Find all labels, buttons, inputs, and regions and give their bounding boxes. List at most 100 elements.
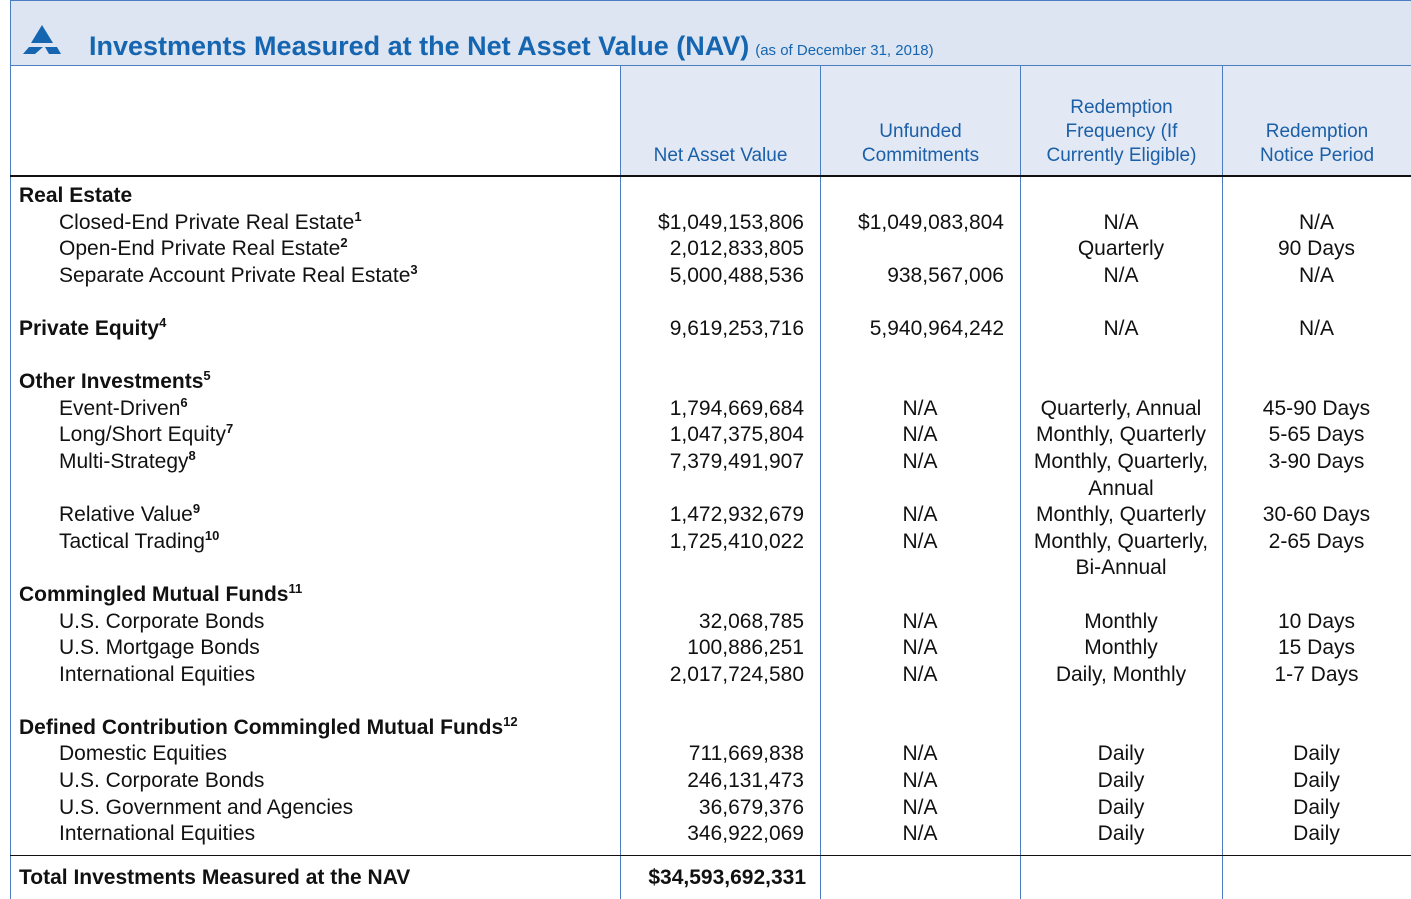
- cell: N/A: [1103, 210, 1139, 234]
- cell: Daily: [1097, 769, 1145, 793]
- footnote-ref: 3: [410, 261, 418, 277]
- sub-row: Open-End Private Real Estate2 2,012,833,8…: [10, 236, 1411, 263]
- sub-label: U.S. Mortgage Bonds: [10, 635, 620, 662]
- sub-label: Long/Short Equity7: [10, 422, 620, 449]
- section: Commingled Mutual Funds11 U.S. Corporate …: [10, 582, 1411, 688]
- label-text: Commingled Mutual Funds: [19, 582, 289, 606]
- cell: Daily: [1293, 822, 1340, 846]
- cell: [820, 582, 1020, 609]
- sub-label: Open-End Private Real Estate2: [10, 236, 620, 263]
- cell: N/A: [1103, 263, 1139, 287]
- sub-row: Tactical Trading10 1,725,410,022 N/A Monthl…: [10, 529, 1411, 582]
- cell: 1,472,932,679: [669, 503, 804, 527]
- sub-row: Separate Account Private Real Estate3 5,0…: [10, 263, 1411, 290]
- footnote-ref: 11: [288, 580, 303, 596]
- logo: [23, 25, 61, 54]
- cell: Monthly, Quarterly: [1036, 423, 1206, 447]
- sub-label: U.S. Government and Agencies: [10, 795, 620, 822]
- column-divider: [820, 66, 821, 899]
- head-row: Defined Contribution Commingled Mutual F…: [10, 715, 1411, 742]
- cell: [820, 715, 1020, 742]
- sub-label: Closed-End Private Real Estate1: [10, 210, 620, 237]
- section: Real Estate Closed-End Private Real Estat…: [10, 183, 1411, 289]
- cell: Monthly: [1084, 636, 1158, 660]
- cell: [1020, 582, 1222, 609]
- cell: [820, 183, 1020, 210]
- sub-row: U.S. Government and Agencies 36,679,376 N/…: [10, 795, 1411, 822]
- cell: N/A: [902, 396, 938, 420]
- cell: 5,000,488,536: [669, 263, 804, 287]
- header-rule: [10, 175, 1411, 177]
- cell: 10 Days: [1277, 609, 1356, 633]
- cell: 9,619,253,716: [669, 316, 804, 340]
- cell: [620, 369, 820, 396]
- column-header: Unfunded Commitments: [821, 66, 1020, 176]
- cell: N/A: [902, 609, 938, 633]
- label-text: Relative Value: [59, 503, 193, 527]
- sub-label: Domestic Equities: [10, 741, 620, 768]
- cell: [1020, 715, 1222, 742]
- footnote-ref: 1: [354, 208, 362, 224]
- cell: 32,068,785: [698, 609, 804, 633]
- cell: N/A: [1103, 316, 1139, 340]
- cell: Daily: [1097, 795, 1145, 819]
- cell: Daily: [1097, 822, 1145, 846]
- cell: N/A: [1298, 210, 1334, 234]
- sub-row: Closed-End Private Real Estate1 $1,049,15…: [10, 210, 1411, 237]
- column-divider: [620, 66, 621, 899]
- footnote-ref: 4: [159, 314, 167, 330]
- label-text: Tactical Trading: [59, 529, 205, 553]
- sub-row: Relative Value9 1,472,932,679 N/A Monthly, …: [10, 502, 1411, 529]
- cell: [1020, 369, 1222, 396]
- cell: 2-65 Days: [1268, 529, 1365, 553]
- sub-row: U.S. Corporate Bonds 246,131,473 N/A Daily D…: [10, 768, 1411, 795]
- sub-row: International Equities 2,017,724,580 N/A Da…: [10, 662, 1411, 689]
- cell: 1,794,669,684: [669, 396, 804, 420]
- label-text: International Equities: [59, 822, 256, 846]
- head-label: Other Investments5: [10, 369, 620, 396]
- sub-row: U.S. Corporate Bonds 32,068,785 N/A Monthly…: [10, 609, 1411, 636]
- cell: N/A: [902, 795, 938, 819]
- sub-label: Relative Value9: [10, 502, 620, 529]
- section: Private Equity4 9,619,253,716 5,940,964,24…: [10, 316, 1411, 343]
- column-header: Net Asset Value: [621, 66, 820, 176]
- footnote-ref: 7: [225, 421, 234, 437]
- sub-label: Multi-Strategy8: [10, 449, 620, 502]
- cell: [1222, 369, 1411, 396]
- cell: 1-7 Days: [1274, 662, 1359, 686]
- cell: N/A: [902, 822, 938, 846]
- head-row: Other Investments5: [10, 369, 1411, 396]
- label-text: International Equities: [59, 662, 256, 686]
- cell: N/A: [1298, 263, 1334, 287]
- cell: 938,567,006: [887, 263, 1004, 287]
- sub-label: International Equities: [10, 662, 620, 689]
- cell: Daily: [1097, 742, 1145, 766]
- cell: 5-65 Days: [1268, 423, 1365, 447]
- label-text: Separate Account Private Real Estate: [59, 263, 411, 287]
- sub-row: Domestic Equities 711,669,838 N/A Daily Dail…: [10, 741, 1411, 768]
- label-text: Private Equity: [19, 316, 160, 340]
- cell: N/A: [902, 449, 938, 473]
- cell: 5,940,964,242: [869, 316, 1004, 340]
- footnote-ref: 8: [188, 447, 196, 463]
- cell: 100,886,251: [687, 636, 804, 660]
- cell: Monthly: [1084, 609, 1158, 633]
- cell: 2,017,724,580: [669, 662, 804, 686]
- column-header: Redemption Frequency (If Currently Eligi…: [1021, 66, 1222, 176]
- label-text: Other Investments: [19, 370, 204, 394]
- sub-label: U.S. Corporate Bonds: [10, 768, 620, 795]
- total-label: Total Investments Measured at the NAV: [19, 865, 411, 889]
- cell: [1222, 715, 1411, 742]
- label-text: Closed-End Private Real Estate: [59, 210, 355, 234]
- column-header: Redemption Notice Period: [1223, 66, 1411, 176]
- cell: [1222, 582, 1411, 609]
- subtitle: (as of December 31, 2018): [755, 42, 934, 59]
- cell: 7,379,491,907: [669, 449, 804, 473]
- cell: Monthly, Quarterly, Bi-Annual: [1033, 529, 1209, 580]
- cell: [620, 582, 820, 609]
- head-label: Commingled Mutual Funds11: [10, 582, 620, 609]
- table-body: Real Estate Closed-End Private Real Estat…: [10, 183, 1411, 874]
- section: Defined Contribution Commingled Mutual F…: [10, 715, 1411, 848]
- cell: [620, 183, 820, 210]
- head-label: Private Equity4: [10, 316, 620, 343]
